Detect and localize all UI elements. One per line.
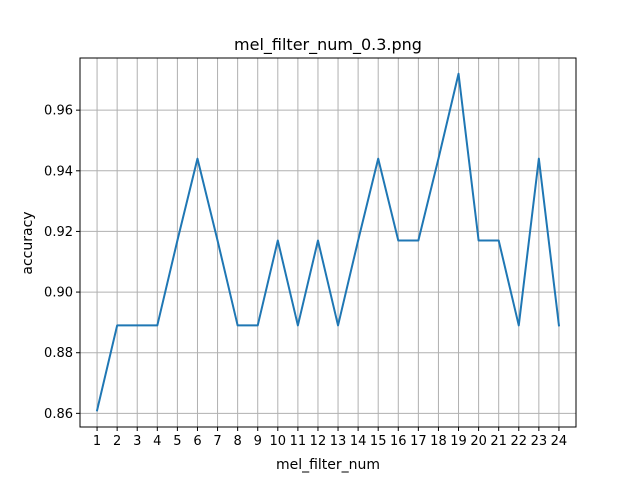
y-tick-label: 0.92 <box>44 225 73 240</box>
x-tick-label: 8 <box>233 434 241 449</box>
x-tick-label: 10 <box>270 434 287 449</box>
y-tick-label: 0.94 <box>44 164 73 179</box>
x-tick-label: 20 <box>470 434 487 449</box>
x-tick-label: 12 <box>310 434 327 449</box>
x-tick-label: 22 <box>510 434 527 449</box>
x-tick-label: 9 <box>254 434 262 449</box>
y-tick-label: 0.96 <box>44 104 73 119</box>
x-tick-label: 11 <box>290 434 307 449</box>
x-tick-label: 3 <box>133 434 141 449</box>
y-tick-label: 0.90 <box>44 286 73 301</box>
x-tick-label: 15 <box>370 434 387 449</box>
x-axis-label: mel_filter_num <box>276 457 380 473</box>
x-tick-label: 13 <box>330 434 347 449</box>
x-tick-label: 24 <box>551 434 568 449</box>
x-tick-label: 21 <box>490 434 507 449</box>
x-tick-label: 18 <box>430 434 447 449</box>
x-tick-label: 7 <box>213 434 221 449</box>
x-tick-label: 2 <box>113 434 121 449</box>
x-tick-label: 5 <box>173 434 181 449</box>
x-tick-label: 4 <box>153 434 161 449</box>
y-tick-label: 0.86 <box>44 407 73 422</box>
x-tick-label: 14 <box>350 434 367 449</box>
x-tick-label: 16 <box>390 434 407 449</box>
x-tick-label: 19 <box>450 434 467 449</box>
x-tick-label: 23 <box>531 434 548 449</box>
y-axis-label: accuracy <box>20 211 36 274</box>
y-tick-label: 0.88 <box>44 346 73 361</box>
x-tick-label: 17 <box>410 434 427 449</box>
x-tick-label: 6 <box>193 434 201 449</box>
x-tick-label: 1 <box>93 434 101 449</box>
chart-title: mel_filter_num_0.3.png <box>234 35 422 55</box>
